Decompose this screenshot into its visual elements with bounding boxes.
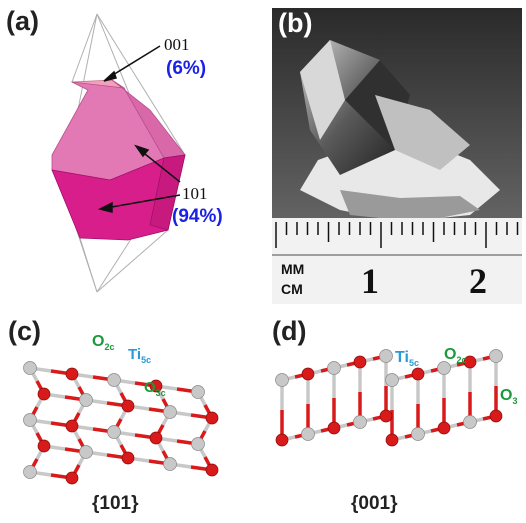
caption-101: {101}	[92, 493, 139, 514]
label-o2c-d: O2c	[444, 346, 467, 366]
label-ti5c-c: Ti5c	[128, 346, 152, 365]
panel-b-label: (b)	[278, 8, 313, 38]
label-o3c-c: O3c	[144, 379, 166, 398]
facet-101-label: 101	[182, 184, 208, 203]
facet-arrows	[97, 45, 181, 213]
ruler-1-label: 1	[361, 261, 379, 301]
facet-001-percent: (6%)	[166, 58, 207, 79]
caption-001: {001}	[351, 493, 398, 514]
ruler-cm-label: CM	[281, 281, 303, 297]
label-o3-d: O3	[500, 387, 518, 407]
panel-c-label: (c)	[8, 316, 41, 346]
panel-d-label: (d)	[272, 316, 307, 346]
ruler-mm-label: MM	[281, 261, 305, 277]
label-ti5c-d: Ti5c	[395, 349, 419, 369]
ruler-2-label: 2	[469, 261, 487, 301]
facet-101-upper-right	[111, 79, 186, 159]
facet-001-label: 001	[164, 35, 190, 54]
facet-101-percent: (94%)	[172, 206, 223, 227]
label-o2c-c: O2c	[92, 333, 115, 353]
panel-a-label: (a)	[6, 6, 39, 36]
facet-101-lower-right	[149, 154, 186, 231]
ruler	[272, 218, 522, 304]
